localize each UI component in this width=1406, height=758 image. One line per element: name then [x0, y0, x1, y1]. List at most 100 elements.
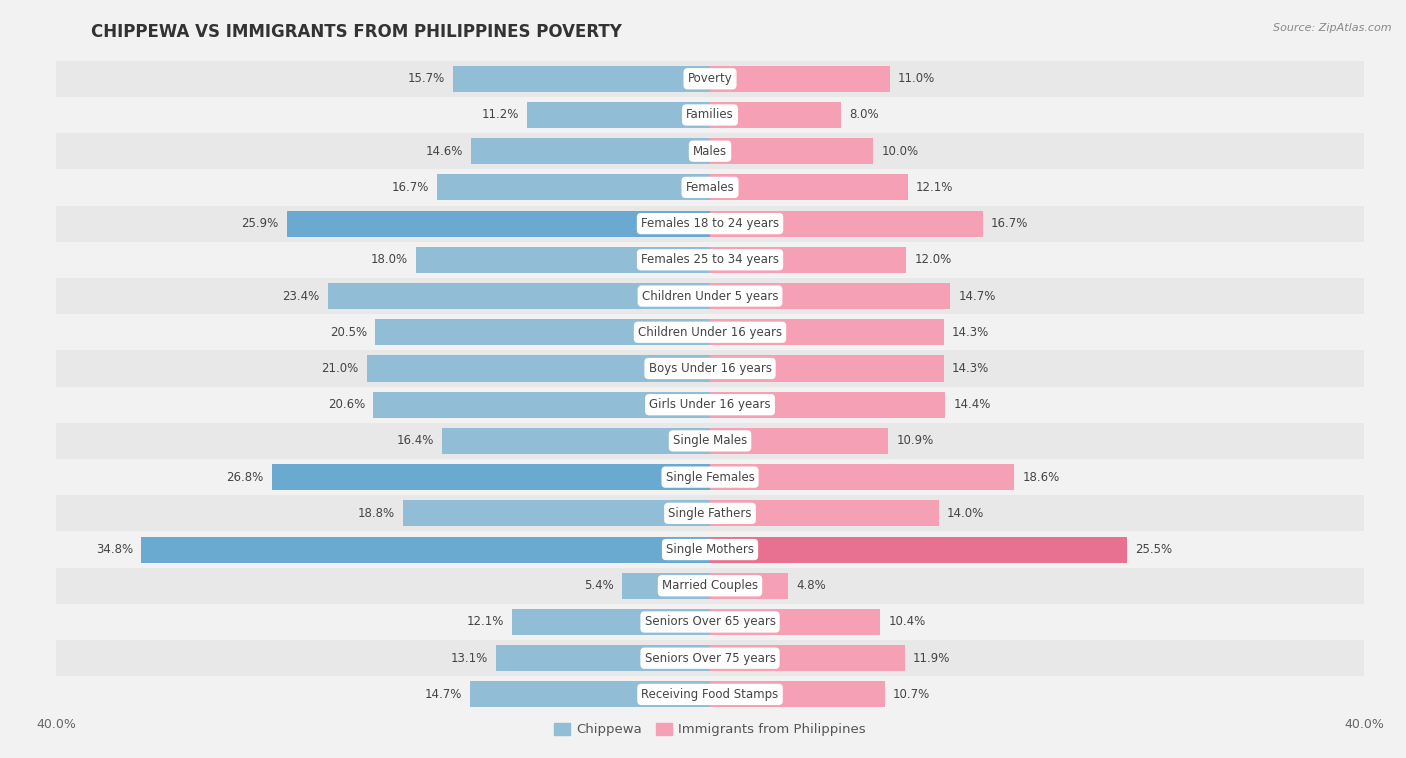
Text: Single Mothers: Single Mothers — [666, 543, 754, 556]
Bar — [710, 609, 880, 635]
Text: 20.5%: 20.5% — [329, 326, 367, 339]
Text: 8.0%: 8.0% — [849, 108, 879, 121]
Bar — [710, 247, 905, 273]
Text: 18.0%: 18.0% — [371, 253, 408, 266]
Bar — [374, 392, 710, 418]
Bar — [271, 464, 710, 490]
Text: Receiving Food Stamps: Receiving Food Stamps — [641, 688, 779, 701]
Bar — [375, 319, 710, 346]
Text: 14.3%: 14.3% — [952, 326, 990, 339]
Bar — [367, 356, 710, 381]
Bar — [710, 138, 873, 164]
Bar — [56, 640, 1364, 676]
Bar — [710, 573, 789, 599]
Bar — [710, 464, 1014, 490]
Bar — [56, 205, 1364, 242]
Bar — [56, 531, 1364, 568]
Bar — [287, 211, 710, 236]
Text: Single Females: Single Females — [665, 471, 755, 484]
Bar — [710, 174, 908, 200]
Text: 16.7%: 16.7% — [391, 181, 429, 194]
Bar — [56, 133, 1364, 169]
Bar — [437, 174, 710, 200]
Text: 25.5%: 25.5% — [1135, 543, 1173, 556]
Bar — [56, 97, 1364, 133]
Text: 13.1%: 13.1% — [450, 652, 488, 665]
Bar — [527, 102, 710, 128]
Bar — [512, 609, 710, 635]
Bar — [710, 537, 1126, 562]
Bar — [56, 61, 1364, 97]
Text: 20.6%: 20.6% — [328, 398, 366, 411]
Text: Poverty: Poverty — [688, 72, 733, 85]
Text: Married Couples: Married Couples — [662, 579, 758, 592]
Bar — [328, 283, 710, 309]
Text: Seniors Over 65 years: Seniors Over 65 years — [644, 615, 776, 628]
Text: Families: Families — [686, 108, 734, 121]
Bar — [710, 283, 950, 309]
Bar — [710, 356, 943, 381]
Text: Girls Under 16 years: Girls Under 16 years — [650, 398, 770, 411]
Bar — [416, 247, 710, 273]
Text: 16.4%: 16.4% — [396, 434, 434, 447]
Bar — [710, 102, 841, 128]
Bar — [710, 392, 945, 418]
Bar — [470, 681, 710, 707]
Bar — [141, 537, 710, 562]
Text: 4.8%: 4.8% — [797, 579, 827, 592]
Bar — [56, 604, 1364, 640]
Bar — [710, 319, 943, 346]
Bar — [56, 387, 1364, 423]
Text: CHIPPEWA VS IMMIGRANTS FROM PHILIPPINES POVERTY: CHIPPEWA VS IMMIGRANTS FROM PHILIPPINES … — [91, 23, 623, 41]
Text: 14.0%: 14.0% — [948, 507, 984, 520]
Text: Children Under 16 years: Children Under 16 years — [638, 326, 782, 339]
Bar — [496, 645, 710, 672]
Text: 11.2%: 11.2% — [481, 108, 519, 121]
Text: Females 18 to 24 years: Females 18 to 24 years — [641, 217, 779, 230]
Bar — [710, 428, 889, 454]
Bar — [56, 423, 1364, 459]
Text: 5.4%: 5.4% — [583, 579, 613, 592]
Bar — [471, 138, 710, 164]
Text: 12.1%: 12.1% — [915, 181, 953, 194]
Bar — [56, 495, 1364, 531]
Text: 14.7%: 14.7% — [425, 688, 461, 701]
Bar — [621, 573, 710, 599]
Text: 23.4%: 23.4% — [283, 290, 319, 302]
Text: 14.7%: 14.7% — [959, 290, 995, 302]
Legend: Chippewa, Immigrants from Philippines: Chippewa, Immigrants from Philippines — [548, 718, 872, 742]
Bar — [56, 459, 1364, 495]
Text: 18.8%: 18.8% — [357, 507, 395, 520]
Text: 15.7%: 15.7% — [408, 72, 446, 85]
Text: Source: ZipAtlas.com: Source: ZipAtlas.com — [1274, 23, 1392, 33]
Text: 11.9%: 11.9% — [912, 652, 950, 665]
Text: 10.7%: 10.7% — [893, 688, 931, 701]
Text: 12.0%: 12.0% — [914, 253, 952, 266]
Text: 11.0%: 11.0% — [898, 72, 935, 85]
Text: 10.4%: 10.4% — [889, 615, 925, 628]
Text: 25.9%: 25.9% — [242, 217, 278, 230]
Text: 18.6%: 18.6% — [1022, 471, 1060, 484]
Bar — [441, 428, 710, 454]
Bar — [56, 278, 1364, 314]
Text: Boys Under 16 years: Boys Under 16 years — [648, 362, 772, 375]
Text: 14.3%: 14.3% — [952, 362, 990, 375]
Bar — [56, 568, 1364, 604]
Bar — [710, 645, 904, 672]
Text: Females 25 to 34 years: Females 25 to 34 years — [641, 253, 779, 266]
Text: Single Males: Single Males — [673, 434, 747, 447]
Bar — [56, 314, 1364, 350]
Text: 34.8%: 34.8% — [96, 543, 134, 556]
Bar — [56, 242, 1364, 278]
Bar — [710, 211, 983, 236]
Text: Females: Females — [686, 181, 734, 194]
Text: Children Under 5 years: Children Under 5 years — [641, 290, 779, 302]
Bar — [402, 500, 710, 526]
Text: Males: Males — [693, 145, 727, 158]
Text: 21.0%: 21.0% — [322, 362, 359, 375]
Bar — [710, 500, 939, 526]
Text: 16.7%: 16.7% — [991, 217, 1029, 230]
Text: Seniors Over 75 years: Seniors Over 75 years — [644, 652, 776, 665]
Text: Single Fathers: Single Fathers — [668, 507, 752, 520]
Text: 10.0%: 10.0% — [882, 145, 918, 158]
